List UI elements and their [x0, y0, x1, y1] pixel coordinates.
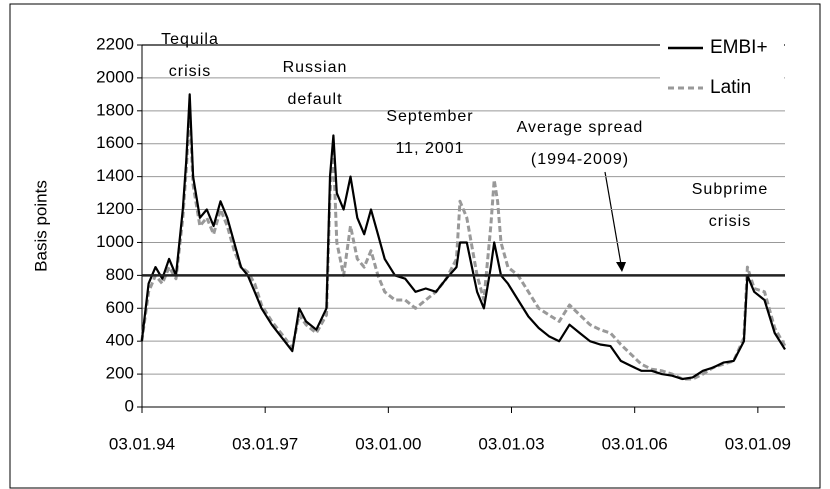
annotation-arrow [604, 171, 623, 271]
annotation: Subprime [692, 181, 768, 198]
annotation: 11, 2001 [395, 140, 464, 157]
series-line [140, 109, 787, 381]
legend-label: EMBI+ [710, 37, 768, 58]
y-tick-label: 400 [106, 331, 134, 350]
annotation: September [386, 108, 473, 125]
x-tick-label: 03.01.06 [602, 434, 668, 453]
x-tick-label: 03.01.97 [232, 434, 298, 453]
y-tick-label: 0 [125, 396, 134, 415]
legend-box [660, 32, 784, 104]
arrow-head [616, 262, 626, 272]
y-tick-label: 1200 [96, 199, 134, 218]
legend-label: Latin [710, 77, 751, 98]
y-axis-label: Basis points [31, 180, 50, 272]
annotation: Russian [283, 59, 348, 76]
annotation: default [287, 91, 342, 108]
y-tick-label: 600 [106, 298, 134, 317]
x-tick-label: 03.01.09 [725, 434, 791, 453]
y-tick-label: 1800 [96, 100, 134, 119]
y-tick-label: 1000 [96, 232, 134, 251]
frame [9, 3, 821, 489]
annotation: (1994-2009) [531, 151, 629, 168]
annotation: crisis [169, 63, 211, 80]
annotation: crisis [709, 213, 751, 230]
annotation: Tequila [161, 31, 219, 48]
x-tick-label: 03.01.03 [478, 434, 544, 453]
x-tick-label: 03.01.94 [109, 434, 175, 453]
y-tick-label: 2200 [96, 34, 134, 53]
y-tick-label: 800 [106, 265, 134, 284]
series-line [140, 93, 786, 381]
y-tick-label: 2000 [96, 67, 134, 86]
y-tick-label: 200 [106, 364, 134, 383]
x-tick-label: 03.01.00 [355, 434, 421, 453]
annotation: Average spread [517, 119, 644, 136]
y-tick-label: 1400 [96, 166, 134, 185]
y-tick-label: 1600 [96, 133, 134, 152]
